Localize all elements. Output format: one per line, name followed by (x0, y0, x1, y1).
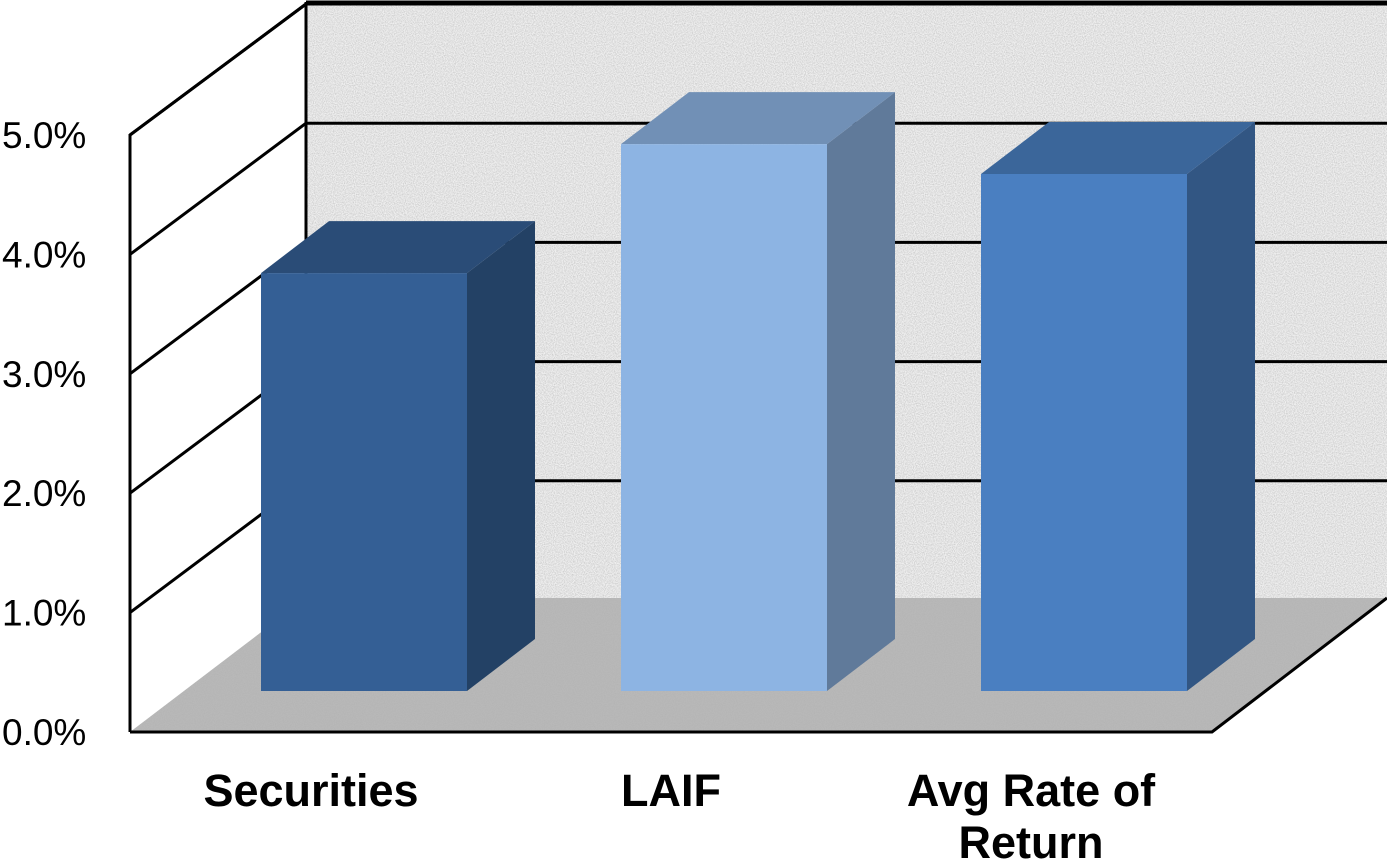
x-category-label: LAIF (621, 765, 721, 816)
y-tick-label: 5.0% (2, 115, 86, 156)
gridline-side (129, 2, 307, 137)
bar (621, 92, 895, 691)
y-tick-label: 2.0% (2, 473, 86, 514)
y-tick-label: 4.0% (2, 234, 86, 275)
floor-edge (130, 596, 1387, 734)
bars (261, 92, 1255, 692)
x-category-label: Avg Rate of Return (907, 765, 1156, 868)
bar (261, 221, 535, 691)
bar-top (261, 221, 535, 274)
bar-side (827, 92, 895, 691)
bar-side (1187, 121, 1255, 692)
bar-side (467, 221, 535, 691)
gridline-side (129, 121, 307, 256)
bar-front (621, 144, 827, 691)
bar-top (621, 92, 895, 145)
y-tick-label: 0.0% (2, 712, 86, 753)
y-axis-tick-labels: 0.0% 1.0% 2.0% 3.0% 4.0% 5.0% (2, 115, 86, 753)
y-tick-label: 1.0% (2, 593, 86, 634)
x-category-label: Securities (203, 765, 418, 816)
x-axis-category-labels: Securities LAIF Avg Rate of Return (203, 765, 1156, 868)
y-tick-label: 3.0% (2, 354, 86, 395)
bar-front (261, 273, 467, 691)
bar (981, 121, 1255, 692)
bar-front (981, 173, 1187, 692)
bar-top (981, 121, 1255, 174)
